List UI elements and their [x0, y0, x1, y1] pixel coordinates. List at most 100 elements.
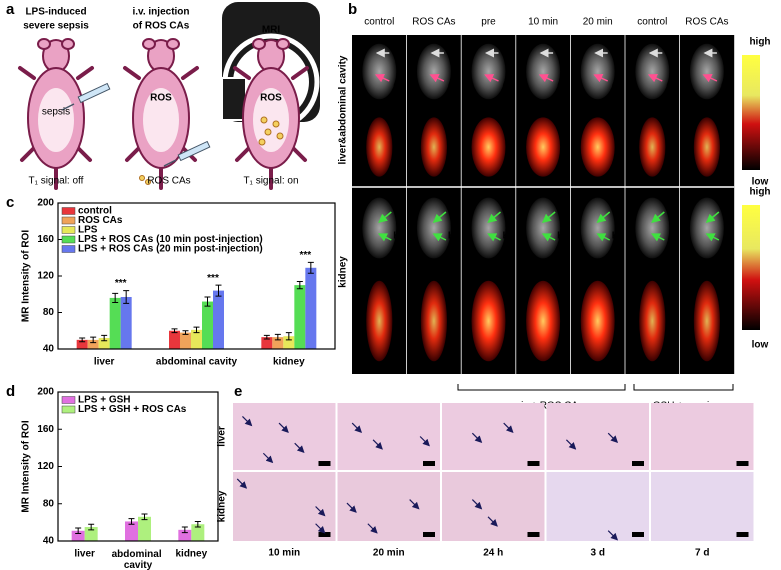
- significance-label: ***: [299, 250, 311, 261]
- legend-label: control: [78, 206, 112, 217]
- arrow: [429, 74, 445, 83]
- scale-bar: [632, 532, 644, 537]
- x-tick-label: liver: [94, 357, 115, 368]
- mri-color-image: [526, 117, 561, 177]
- error-bar: [128, 518, 135, 525]
- histology-image: [337, 472, 440, 541]
- legend-label: LPS: [78, 225, 98, 236]
- step-title: of ROS CAs: [133, 21, 190, 32]
- significance-label: ***: [115, 278, 127, 289]
- scale-bar: [318, 461, 331, 466]
- bar: [305, 267, 317, 349]
- mri-label: MRI: [262, 25, 281, 36]
- plot-frame: [57, 391, 219, 542]
- legend-swatch: [61, 396, 76, 404]
- y-tick-label: 200: [37, 387, 54, 398]
- histology-image: [442, 472, 545, 541]
- scale-bar: [736, 532, 749, 537]
- image-marker: L: [721, 48, 727, 59]
- mri-gray-image: [526, 197, 561, 259]
- mouse: [123, 37, 199, 190]
- arrow: [346, 502, 357, 513]
- arrow: [315, 523, 326, 534]
- mri-color-image: [471, 280, 506, 362]
- arrow: [650, 233, 665, 242]
- arrow: [315, 506, 326, 517]
- mri-gray-image: [362, 197, 397, 259]
- arrow: [538, 74, 554, 83]
- legend-label: LPS + ROS CAs (10 min post-injection): [78, 234, 263, 245]
- row-label: kidney: [338, 256, 349, 288]
- image-marker: K: [557, 231, 565, 242]
- image-marker: A: [448, 78, 455, 89]
- column-label: 20 min: [583, 17, 613, 28]
- error-bar: [194, 520, 201, 528]
- error-bar: [141, 513, 148, 521]
- bar: [272, 337, 284, 349]
- panel-a-art: [18, 2, 320, 190]
- image-marker: L: [503, 48, 509, 59]
- error-bar: [75, 527, 82, 535]
- mri-color-image: [580, 280, 615, 362]
- error-bar: [193, 326, 200, 334]
- mri-color-image: [420, 280, 447, 362]
- legend-label: LPS + GSH + ROS CAs: [78, 404, 187, 415]
- column-label: 24 h: [483, 548, 503, 559]
- mri-gray-image: [362, 43, 397, 100]
- image-marker: K: [612, 231, 620, 242]
- bar: [294, 285, 306, 349]
- mri-gray-image: [526, 43, 561, 100]
- error-bar: [204, 296, 211, 307]
- step-title: LPS-induced: [25, 7, 86, 18]
- bar: [71, 530, 85, 541]
- error-bar: [79, 337, 86, 343]
- image-marker: A: [666, 78, 673, 89]
- colorbar: [742, 55, 760, 170]
- arrow: [541, 233, 556, 242]
- x-tick-label: kidney: [175, 549, 207, 560]
- scale-bar: [736, 461, 749, 466]
- column-label: pre: [481, 17, 496, 28]
- legend-label: LPS + GSH: [78, 395, 131, 406]
- arrow: [374, 74, 390, 83]
- legend-swatch: [61, 245, 76, 253]
- legend-swatch: [61, 216, 76, 225]
- column-label: ROS CAs: [412, 17, 455, 28]
- mri-color-image: [420, 117, 447, 177]
- histology-image: [442, 403, 545, 470]
- arrow: [372, 439, 383, 450]
- legend-swatch: [61, 207, 76, 215]
- mri-color-image: [639, 117, 666, 177]
- mri-gray-image: [689, 43, 724, 100]
- inner-label: ROS: [150, 93, 172, 104]
- image-marker: L: [448, 48, 454, 59]
- column-label: 7 d: [695, 548, 709, 559]
- arrow: [236, 478, 248, 489]
- group-bracket: [457, 384, 626, 391]
- image-marker: A: [721, 78, 728, 89]
- arrow: [651, 211, 665, 223]
- arrow: [419, 436, 430, 447]
- error-bar: [171, 328, 178, 334]
- image-marker: K: [448, 231, 456, 242]
- column-label: ROS CAs: [685, 17, 728, 28]
- step-title: severe sepsis: [23, 21, 89, 32]
- error-bar: [90, 336, 97, 344]
- column-label: 10 min: [528, 17, 558, 28]
- caption: T₁ signal: off: [29, 176, 84, 187]
- bar: [261, 337, 273, 349]
- column-label: 3 d: [591, 548, 605, 559]
- bar: [178, 529, 192, 541]
- y-tick-label: 200: [37, 198, 54, 209]
- plot-frame: [57, 202, 336, 350]
- error-bar: [263, 334, 270, 340]
- mri-color-image: [580, 117, 615, 177]
- arrow: [647, 74, 663, 83]
- arrow: [278, 422, 289, 433]
- y-axis-label: MR Intensity of ROI: [21, 420, 32, 512]
- error-bar: [215, 284, 222, 297]
- mri-gray-image: [689, 197, 724, 259]
- y-tick-label: 40: [43, 536, 55, 547]
- arrow: [487, 233, 501, 242]
